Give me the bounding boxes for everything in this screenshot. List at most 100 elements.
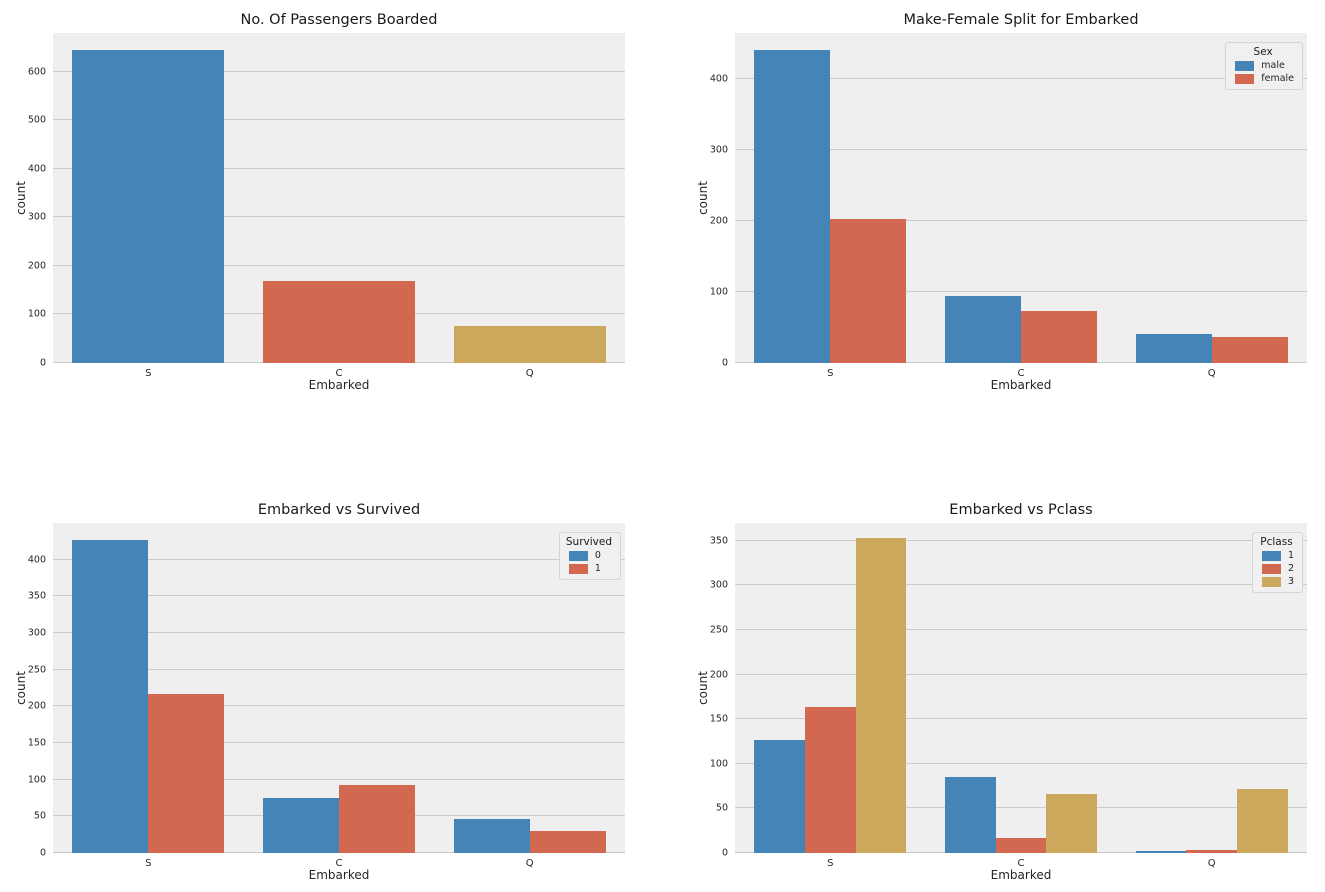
legend-entry: 1 bbox=[566, 563, 612, 574]
y-axis-label: count bbox=[696, 181, 710, 215]
x-tick-label: C bbox=[1017, 368, 1025, 379]
grid-line bbox=[735, 629, 1307, 631]
legend-swatch-icon bbox=[568, 550, 588, 561]
grid-line bbox=[735, 78, 1307, 80]
grid-line bbox=[53, 705, 625, 707]
bar-S-count bbox=[72, 50, 225, 363]
x-tick-label: S bbox=[827, 858, 834, 869]
bar-Q-2 bbox=[1186, 850, 1237, 853]
grid-line bbox=[735, 673, 1307, 675]
legend-title: Pclass bbox=[1260, 536, 1293, 548]
y-tick-label: 200 bbox=[27, 260, 46, 272]
legend-swatch-icon bbox=[1261, 563, 1281, 574]
legend-swatch-icon bbox=[1235, 73, 1255, 84]
grid-line bbox=[53, 742, 625, 743]
y-tick-label: 100 bbox=[27, 308, 46, 320]
bar-S-female bbox=[830, 218, 907, 363]
chart-title: Embarked vs Pclass bbox=[949, 502, 1093, 518]
y-tick-label: 200 bbox=[709, 669, 728, 681]
legend-title: Sex bbox=[1253, 46, 1273, 58]
y-tick-label: 100 bbox=[27, 774, 46, 786]
y-tick-label: 100 bbox=[709, 286, 728, 298]
legend-swatch-icon bbox=[1235, 60, 1255, 71]
legend: Survived 0 1 bbox=[558, 532, 621, 580]
chart-title: No. Of Passengers Boarded bbox=[240, 12, 438, 28]
y-tick-label: 350 bbox=[709, 535, 728, 547]
bar-S-2 bbox=[804, 706, 856, 853]
bar-Q-male bbox=[1135, 333, 1212, 363]
y-tick-label: 400 bbox=[709, 73, 728, 85]
x-tick-label: Q bbox=[1207, 858, 1216, 869]
bar-S-0 bbox=[72, 539, 149, 853]
legend-label: male bbox=[1261, 60, 1285, 71]
grid-line bbox=[53, 119, 625, 121]
bar-C-female bbox=[1021, 311, 1097, 363]
legend-label: 0 bbox=[594, 550, 601, 561]
x-tick-label: C bbox=[335, 368, 343, 379]
y-tick-label: 600 bbox=[27, 66, 46, 78]
x-axis-label: Embarked bbox=[990, 378, 1052, 392]
bar-S-3 bbox=[855, 538, 907, 853]
bar-Q-1 bbox=[1135, 851, 1187, 853]
grid-line bbox=[735, 762, 1307, 764]
grid-line bbox=[735, 220, 1307, 222]
legend: Sex male female bbox=[1225, 42, 1303, 90]
y-tick-label: 0 bbox=[721, 357, 728, 369]
bar-C-2 bbox=[995, 837, 1047, 853]
grid-line bbox=[735, 584, 1307, 586]
x-tick-label: S bbox=[145, 368, 152, 379]
grid-line bbox=[53, 778, 625, 780]
bar-Q-female bbox=[1211, 337, 1288, 363]
x-axis-label: Embarked bbox=[308, 378, 370, 392]
bar-S-1 bbox=[148, 693, 225, 853]
grid-line bbox=[735, 539, 1307, 541]
y-tick-label: 400 bbox=[27, 554, 46, 566]
legend-entry: female bbox=[1232, 73, 1294, 84]
y-tick-label: 150 bbox=[27, 737, 46, 749]
grid-line bbox=[53, 167, 625, 169]
grid-line bbox=[53, 595, 625, 597]
grid-line bbox=[735, 807, 1307, 809]
grid-line bbox=[735, 291, 1307, 293]
bar-Q-count bbox=[453, 325, 606, 363]
x-tick-label: Q bbox=[525, 368, 534, 379]
y-tick-label: 150 bbox=[709, 713, 728, 725]
chart-embarked-vs-pclass: 0 50 100 150 200 250 300 350 S C Q Embarked vs Pcla… bbox=[696, 502, 1307, 882]
x-tick-label: C bbox=[335, 858, 343, 869]
legend-entry: 3 bbox=[1259, 576, 1294, 587]
x-tick-label: S bbox=[827, 368, 834, 379]
y-tick-label: 0 bbox=[39, 357, 46, 369]
bar-S-male bbox=[754, 50, 831, 363]
x-tick-label: Q bbox=[1207, 368, 1216, 379]
grid-line bbox=[53, 632, 625, 633]
y-tick-label: 250 bbox=[709, 624, 728, 636]
grid-line bbox=[53, 558, 625, 560]
y-tick-label: 200 bbox=[709, 215, 728, 227]
grid-line bbox=[53, 668, 625, 670]
y-tick-label: 200 bbox=[27, 700, 46, 712]
legend-label: 1 bbox=[594, 563, 601, 574]
y-tick-label: 50 bbox=[33, 810, 46, 822]
grid-line bbox=[53, 70, 625, 72]
y-axis-label: count bbox=[696, 671, 710, 705]
legend-entry: 0 bbox=[566, 550, 612, 561]
legend-entry: 1 bbox=[1259, 550, 1294, 561]
chart-passengers-boarded: 0 100 200 300 400 500 600 S C Q No. Of Passengers … bbox=[14, 12, 625, 392]
y-tick-label: 100 bbox=[709, 758, 728, 770]
grid-line bbox=[53, 216, 625, 218]
chart-title: Embarked vs Survived bbox=[257, 502, 421, 518]
x-tick-label: Q bbox=[525, 858, 534, 869]
bar-C-0 bbox=[263, 798, 339, 853]
y-tick-label: 350 bbox=[27, 590, 46, 602]
legend-label: 2 bbox=[1287, 563, 1294, 574]
x-axis-label: Embarked bbox=[990, 868, 1052, 882]
bar-C-male bbox=[945, 295, 1021, 363]
chart-embarked-vs-survived: 0 50 100 150 200 250 300 350 400 S C Q Embarked vs S… bbox=[14, 502, 625, 882]
legend-swatch-icon bbox=[1261, 550, 1281, 561]
legend-entry: male bbox=[1232, 60, 1294, 71]
x-tick-label: S bbox=[145, 858, 152, 869]
bar-C-3 bbox=[1046, 794, 1097, 853]
y-tick-label: 300 bbox=[709, 144, 728, 156]
bar-C-1 bbox=[945, 777, 996, 853]
bar-S-1 bbox=[754, 739, 805, 853]
